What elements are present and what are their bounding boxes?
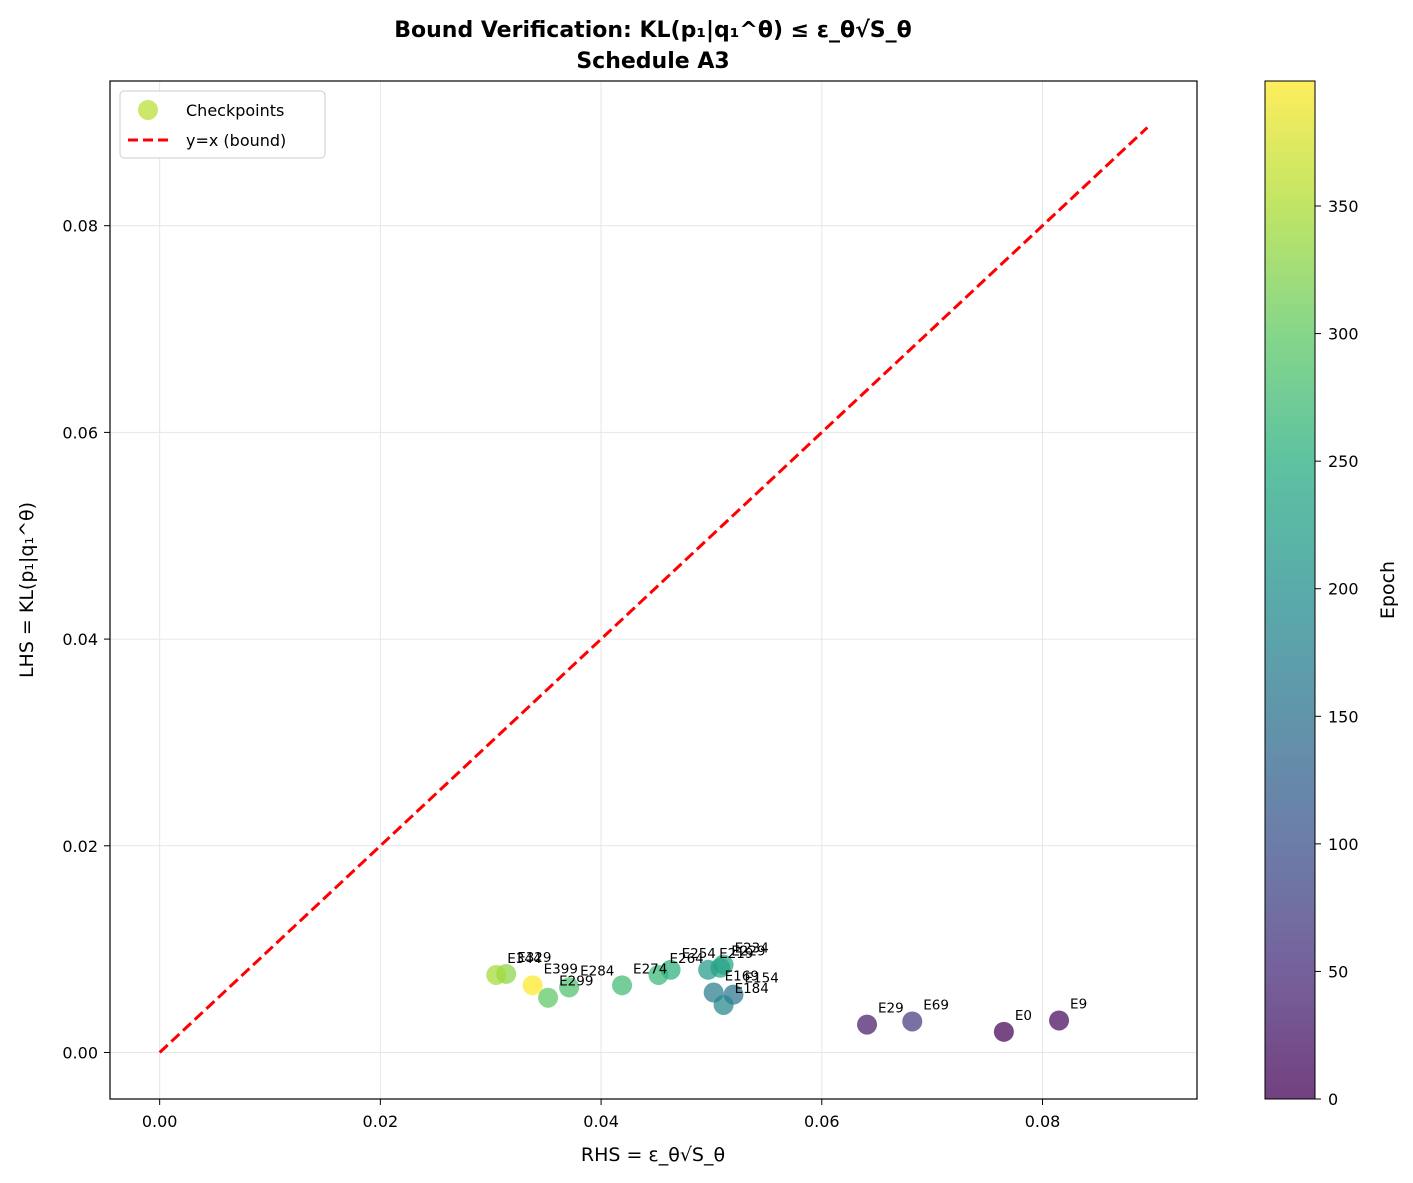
checkpoint-label: E0	[1015, 1008, 1032, 1024]
checkpoint-point	[538, 987, 559, 1008]
colorbar-gradient	[1264, 80, 1316, 1100]
y-tick-label: 0.04	[62, 630, 98, 649]
checkpoint-point	[857, 1014, 878, 1035]
colorbar: 0 50 100 150 200 250 300 350 Epoch	[1264, 80, 1399, 1109]
checkpoint-label: E9	[1070, 996, 1087, 1012]
checkpoint-point	[713, 994, 734, 1015]
colorbar-ticks: 0 50 100 150 200 250 300 350	[1315, 197, 1359, 1109]
checkpoint-point	[648, 964, 669, 985]
colorbar-tick-label: 100	[1328, 835, 1359, 854]
legend-marker-checkpoints	[138, 100, 158, 120]
legend: Checkpoints y=x (bound)	[119, 90, 326, 159]
checkpoint-label: E229	[731, 944, 765, 960]
checkpoint-label: E254	[682, 946, 716, 962]
colorbar-tick-label: 350	[1328, 197, 1359, 216]
y-tick-label: 0.02	[62, 837, 98, 856]
y-axis-label: LHS = KL(p₁|q₁^θ)	[16, 502, 38, 678]
colorbar-tick-label: 300	[1328, 325, 1359, 344]
checkpoint-label: E399	[544, 961, 578, 977]
x-tick-label: 0.02	[363, 1112, 399, 1131]
checkpoint-point	[902, 1011, 923, 1032]
checkpoint-label: E184	[735, 981, 769, 997]
checkpoint-label: E264	[669, 951, 703, 967]
y-tick-label: 0.00	[62, 1043, 98, 1062]
x-tick-label: 0.00	[142, 1112, 178, 1131]
checkpoint-label: E169	[725, 969, 759, 985]
x-axis-ticks: 0.00 0.02 0.04 0.06 0.08	[142, 1099, 1060, 1131]
colorbar-tick-label: 200	[1328, 580, 1359, 599]
checkpoint-point	[559, 977, 580, 998]
grid	[110, 81, 1197, 1099]
checkpoint-point	[993, 1021, 1014, 1042]
colorbar-tick-label: 50	[1328, 962, 1348, 981]
checkpoint-label: E69	[923, 997, 949, 1013]
y-tick-label: 0.08	[62, 217, 98, 236]
colorbar-tick-label: 0	[1328, 1090, 1338, 1109]
checkpoint-point	[713, 954, 734, 975]
colorbar-tick-label: 250	[1328, 452, 1359, 471]
checkpoint-point	[1049, 1010, 1070, 1031]
legend-label-bound: y=x (bound)	[186, 131, 286, 150]
checkpoint-label: E329	[517, 950, 551, 966]
checkpoint-label: E274	[633, 961, 667, 977]
checkpoint-label: E154	[745, 971, 779, 987]
legend-box	[119, 90, 326, 159]
bound-line	[158, 126, 1149, 1054]
x-tick-label: 0.04	[583, 1112, 619, 1131]
points-layer	[486, 954, 1070, 1042]
colorbar-tick-label: 150	[1328, 707, 1359, 726]
x-axis-label: RHS = ε_θ√S_θ	[581, 1144, 725, 1166]
checkpoint-label: E344	[507, 951, 541, 967]
checkpoint-point	[522, 975, 543, 996]
plot-frame	[109, 80, 1198, 1100]
colorbar-label: Epoch	[1377, 561, 1399, 619]
checkpoint-label: E299	[559, 974, 593, 990]
chart-title: Bound Verification: KL(p₁|q₁^θ) ≤ ε_θ√S_…	[394, 18, 912, 43]
checkpoint-point	[486, 964, 507, 985]
reference-line-layer	[158, 126, 1149, 1054]
checkpoint-label: E219	[719, 946, 753, 962]
checkpoint-label: E29	[878, 1001, 904, 1017]
checkpoint-point	[612, 975, 633, 996]
x-tick-label: 0.06	[804, 1112, 840, 1131]
y-tick-label: 0.06	[62, 423, 98, 442]
x-tick-label: 0.08	[1025, 1112, 1061, 1131]
legend-label-checkpoints: Checkpoints	[186, 101, 284, 120]
chart-subtitle: Schedule A3	[576, 49, 729, 74]
y-axis-ticks: 0.00 0.02 0.04 0.06 0.08	[62, 217, 110, 1062]
checkpoint-label: E284	[580, 963, 614, 979]
checkpoint-label: E234	[735, 941, 769, 957]
